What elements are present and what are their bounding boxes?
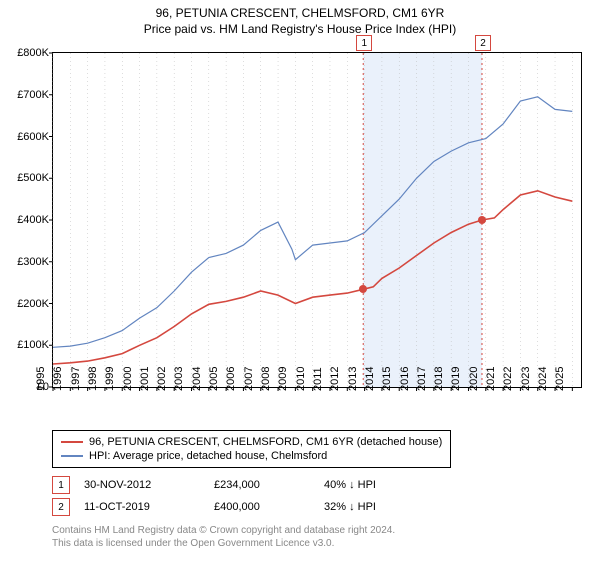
x-tick-label: 2022 [502, 367, 514, 391]
legend-swatch [61, 441, 83, 443]
sale-badge: 2 [52, 498, 70, 516]
x-tick-label: 2011 [312, 367, 324, 391]
y-tick-label: £400K [17, 214, 49, 226]
x-tick-label: 2012 [329, 367, 341, 391]
legend-label: 96, PETUNIA CRESCENT, CHELMSFORD, CM1 6Y… [89, 436, 442, 448]
y-tick-label: £700K [17, 89, 49, 101]
x-tick-label: 2008 [260, 367, 272, 391]
x-tick-label: 2019 [450, 367, 462, 391]
x-tick-label: 1998 [87, 367, 99, 391]
x-tick-label: 1999 [104, 367, 116, 391]
chart-svg [53, 53, 581, 387]
footer-note: Contains HM Land Registry data © Crown c… [52, 524, 395, 550]
x-tick-label: 2004 [191, 367, 203, 391]
x-tick-label: 2010 [295, 367, 307, 391]
footer-line-2: This data is licensed under the Open Gov… [52, 537, 395, 550]
x-tick-label: 2023 [520, 367, 532, 391]
y-tick-label: £300K [17, 256, 49, 268]
sale-price: £234,000 [214, 479, 324, 491]
y-tick-label: £200K [17, 298, 49, 310]
x-tick-label: 2025 [554, 367, 566, 391]
sale-badge: 1 [52, 476, 70, 494]
x-tick-label: 2013 [347, 367, 359, 391]
y-tick-label: £800K [17, 47, 49, 59]
sale-marker: 2 [475, 35, 491, 51]
x-tick-label: 1995 [35, 367, 47, 391]
x-tick-label: 2018 [433, 367, 445, 391]
x-tick-label: 2006 [225, 367, 237, 391]
footer-line-1: Contains HM Land Registry data © Crown c… [52, 524, 395, 537]
sale-row: 1 30-NOV-2012£234,00040% ↓ HPI [52, 476, 424, 494]
legend-label: HPI: Average price, detached house, Chel… [89, 450, 327, 462]
sale-diff: 40% ↓ HPI [324, 479, 424, 491]
sale-date: 11-OCT-2019 [84, 501, 214, 513]
sale-row: 2 11-OCT-2019£400,00032% ↓ HPI [52, 498, 424, 516]
shade-band [363, 53, 482, 387]
title-main: 96, PETUNIA CRESCENT, CHELMSFORD, CM1 6Y… [0, 6, 600, 20]
legend-row: HPI: Average price, detached house, Chel… [61, 449, 442, 463]
x-tick-label: 2009 [277, 367, 289, 391]
y-tick-label: £100K [17, 339, 49, 351]
x-tick-label: 2001 [139, 367, 151, 391]
x-tick-label: 2014 [364, 367, 376, 391]
sale-price: £400,000 [214, 501, 324, 513]
sale-marker: 1 [356, 35, 372, 51]
legend-box: 96, PETUNIA CRESCENT, CHELMSFORD, CM1 6Y… [52, 430, 451, 468]
y-tick-label: £600K [17, 131, 49, 143]
x-tick-label: 2005 [208, 367, 220, 391]
x-tick-label: 1997 [70, 367, 82, 391]
x-tick-label: 2020 [468, 367, 480, 391]
x-tick-label: 2017 [416, 367, 428, 391]
x-tick-label: 2024 [537, 367, 549, 391]
x-tick-label: 2002 [156, 367, 168, 391]
chart-plot-area: £0£100K£200K£300K£400K£500K£600K£700K£80… [52, 52, 582, 388]
sale-dot [478, 216, 486, 224]
title-sub: Price paid vs. HM Land Registry's House … [0, 22, 600, 36]
y-tick-label: £500K [17, 172, 49, 184]
x-tick-label: 2000 [122, 367, 134, 391]
sale-date: 30-NOV-2012 [84, 479, 214, 491]
x-tick-label: 1996 [52, 367, 64, 391]
x-tick-label: 2003 [173, 367, 185, 391]
sale-dot [359, 285, 367, 293]
x-tick-label: 2015 [381, 367, 393, 391]
x-tick-label: 2016 [399, 367, 411, 391]
legend-row: 96, PETUNIA CRESCENT, CHELMSFORD, CM1 6Y… [61, 435, 442, 449]
sale-diff: 32% ↓ HPI [324, 501, 424, 513]
x-tick-label: 2007 [243, 367, 255, 391]
x-tick-label: 2021 [485, 367, 497, 391]
legend-swatch [61, 455, 83, 457]
